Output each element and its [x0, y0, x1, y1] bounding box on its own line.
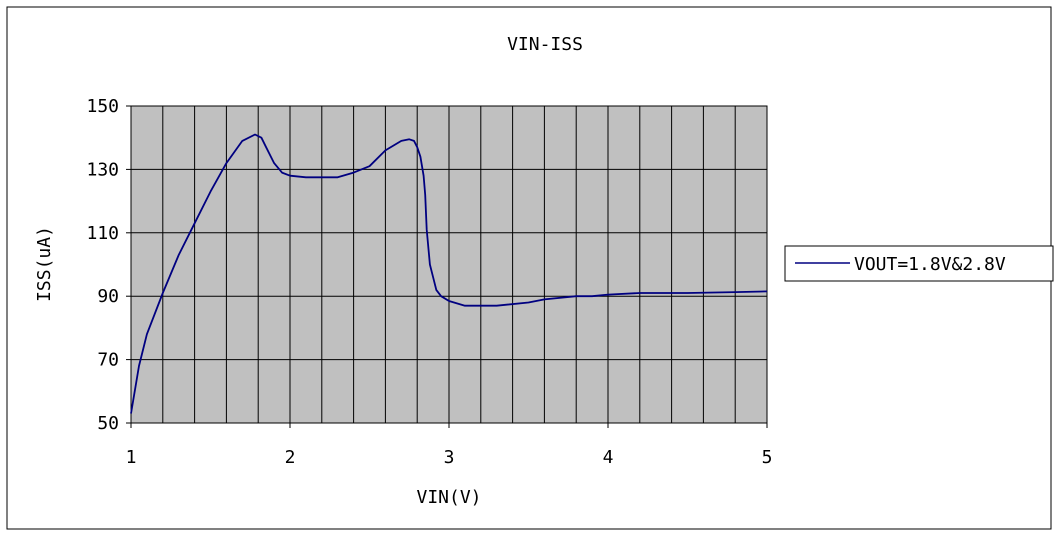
y-tick-label: 90: [97, 286, 119, 307]
legend: VOUT=1.8V&2.8V: [784, 245, 1054, 282]
x-tick-label: 2: [285, 447, 296, 468]
grid-lines: [131, 106, 767, 423]
y-tick-label: 110: [86, 223, 119, 244]
y-axis-label: ISS(uA): [34, 226, 55, 302]
legend-label: VOUT=1.8V&2.8V: [854, 254, 1006, 275]
x-tick-label: 3: [444, 447, 455, 468]
y-tick-label: 70: [97, 350, 119, 371]
series-layer: [130, 133, 768, 414]
y-tick-label: 150: [86, 96, 119, 117]
series-line: [130, 133, 768, 414]
x-tick-label: 1: [126, 447, 137, 468]
x-axis-label: VIN(V): [416, 487, 481, 508]
y-tick-label: 130: [86, 159, 119, 180]
chart-title: VIN-ISS: [507, 34, 583, 55]
x-tick-label: 4: [603, 447, 614, 468]
y-tick-label: 50: [97, 413, 119, 434]
axis-ticks: 1 2 3 4 5 150 130 110 90 70 50: [86, 96, 772, 468]
x-tick-label: 5: [762, 447, 773, 468]
